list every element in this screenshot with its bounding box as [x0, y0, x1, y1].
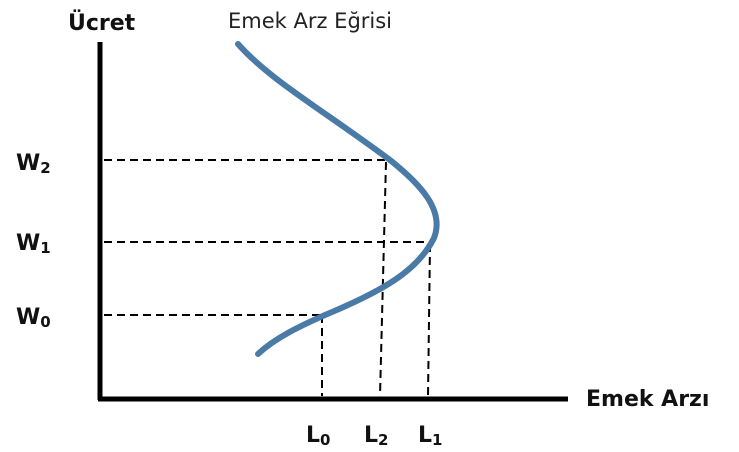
labor-label-l0: L0 [306, 423, 330, 449]
guide-lines [104, 159, 432, 397]
wage-label-w1: W1 [16, 231, 51, 257]
curve-label: Emek Arz Eğrisi [228, 9, 392, 33]
labor-label-l1: L1 [418, 423, 442, 449]
wage-label-w2: W2 [16, 151, 51, 177]
x-axis-label: Emek Arzı [586, 387, 709, 412]
labor-supply-curve [235, 41, 440, 357]
y-axis-label: Ücret [68, 10, 136, 36]
wage-label-w0: W0 [16, 305, 51, 331]
guide-l1-vertical [427, 243, 431, 397]
labor-label-l2: L2 [364, 423, 388, 449]
guide-l2-vertical [379, 161, 387, 397]
